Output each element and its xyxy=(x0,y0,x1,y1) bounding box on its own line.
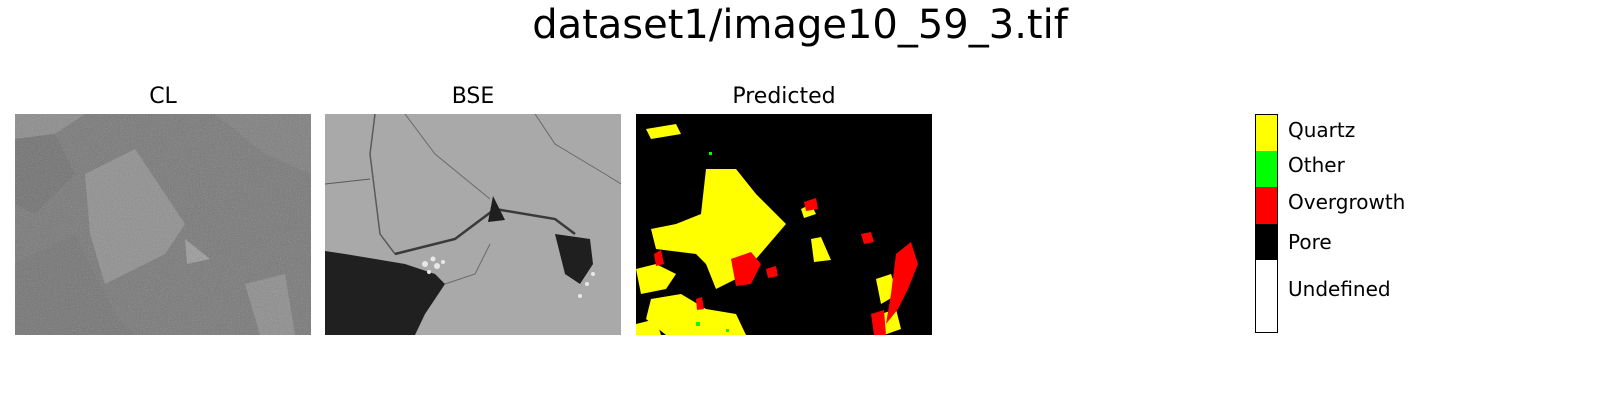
bse-image xyxy=(325,114,621,335)
legend-label-quartz: Quartz xyxy=(1288,118,1356,142)
legend-colorbar xyxy=(1255,114,1278,333)
panel-title-cl: CL xyxy=(149,84,177,109)
legend-swatch-quartz xyxy=(1256,115,1277,151)
legend-swatch-other xyxy=(1256,151,1277,187)
panel-title-bse: BSE xyxy=(451,84,495,109)
legend-swatch-pore xyxy=(1256,224,1277,260)
panel-title-predicted: Predicted xyxy=(732,84,836,109)
predicted-image xyxy=(636,114,932,335)
legend-label-other: Other xyxy=(1288,153,1345,177)
legend-swatch-undefined xyxy=(1256,260,1277,332)
figure-title: dataset1/image10_59_3.tif xyxy=(532,2,1068,48)
legend-label-pore: Pore xyxy=(1288,230,1332,254)
cl-image xyxy=(15,114,311,335)
legend-swatch-overgrowth xyxy=(1256,187,1277,224)
legend-label-undefined: Undefined xyxy=(1288,277,1391,301)
legend-label-overgrowth: Overgrowth xyxy=(1288,190,1406,214)
